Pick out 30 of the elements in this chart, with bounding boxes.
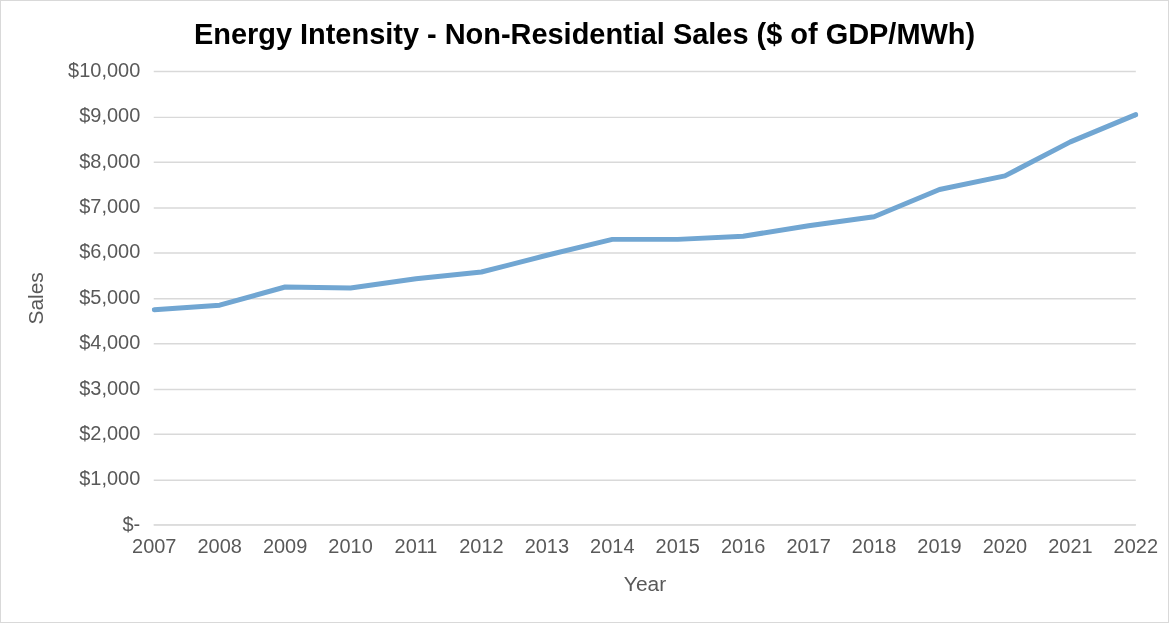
y-tick-label: $5,000 — [79, 285, 141, 308]
x-tick-label: 2019 — [917, 534, 962, 557]
x-tick-label: 2018 — [851, 534, 897, 557]
x-tick-label: 2010 — [328, 534, 373, 557]
y-tick-label: $3,000 — [79, 376, 141, 399]
y-tick-label: $1,000 — [79, 467, 141, 490]
x-tick-label: 2014 — [590, 534, 635, 557]
y-tick-label: $2,000 — [79, 421, 141, 444]
y-tick-label: $8,000 — [79, 149, 141, 172]
x-tick-label: 2022 — [1113, 534, 1159, 557]
y-tick-label: $6,000 — [79, 240, 141, 263]
y-axis-title: Sales — [24, 272, 48, 325]
x-tick-label: 2012 — [459, 534, 504, 557]
x-axis-title: Year — [623, 572, 667, 596]
y-tick-label: $9,000 — [79, 104, 141, 127]
x-tick-label: 2021 — [1048, 534, 1093, 557]
x-tick-label: 2017 — [786, 534, 831, 557]
y-tick-label: $7,000 — [79, 195, 141, 218]
x-tick-label: 2007 — [132, 534, 177, 557]
x-tick-label: 2016 — [720, 534, 766, 557]
chart-title: Energy Intensity - Non-Residential Sales ($ of GDP/MWh) — [193, 18, 976, 51]
x-tick-label: 2011 — [394, 534, 438, 557]
x-tick-label: 2020 — [982, 534, 1028, 557]
x-tick-label: 2009 — [262, 534, 308, 557]
y-tick-label: $- — [122, 512, 141, 535]
x-tick-label: 2015 — [655, 534, 700, 557]
x-tick-label: 2013 — [524, 534, 570, 557]
y-tick-label: $4,000 — [79, 331, 141, 354]
x-tick-label: 2008 — [197, 534, 242, 557]
y-tick-label: $10,000 — [68, 59, 141, 82]
